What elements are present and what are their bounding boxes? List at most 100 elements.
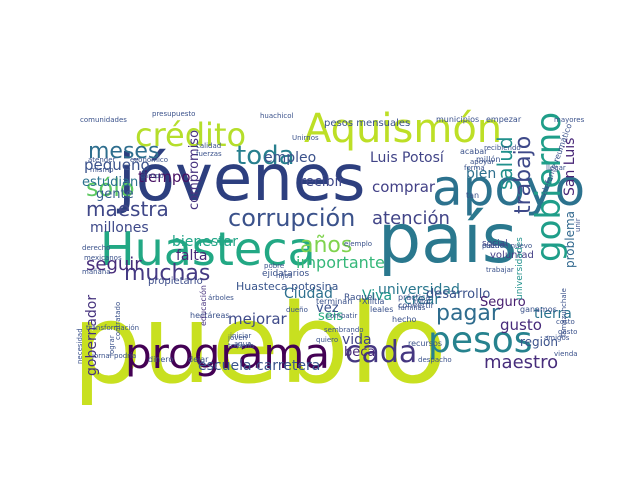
word-pagar: pagar: [436, 301, 501, 326]
word-transformacion: transformación: [86, 324, 139, 332]
word-costo: costo: [556, 318, 575, 326]
word-solo: sólo: [86, 174, 135, 202]
word-unir: unir: [574, 218, 582, 232]
word-maestro: maestro: [484, 352, 558, 373]
word-aquismon: Aquismón: [304, 106, 502, 152]
word-economico: económico: [130, 156, 168, 164]
word-problema: problema: [563, 211, 577, 268]
word-calidad: calidad: [196, 142, 221, 150]
word-recibiendo: recibiendo: [484, 144, 521, 152]
word-pobre: pobre: [264, 262, 284, 270]
word-gasto: gasto: [558, 328, 577, 336]
word-universidad: universidad: [378, 282, 460, 298]
word-compromiso: compromiso: [187, 130, 202, 210]
word-seguro: Seguro: [480, 295, 526, 310]
word-necesidad: necesidad: [76, 328, 84, 364]
word-credito: crédito: [135, 116, 246, 154]
word-atencion: atención: [372, 208, 450, 229]
word-agua: agua: [234, 340, 251, 348]
word-pequeno: pequeño: [84, 156, 150, 174]
word-viva: Viva: [362, 288, 392, 304]
word-tamazunchale: Tamazunchale: [560, 288, 568, 339]
word-seguir: seguir: [86, 254, 142, 275]
word-leales: leales: [370, 305, 393, 314]
word-bien: bien: [466, 166, 496, 182]
word-hijos: hijos: [276, 272, 293, 280]
word-xilitla: Xilitla: [362, 297, 385, 306]
word-san-luis: San Luis: [562, 138, 578, 196]
word-crear: crear: [404, 292, 440, 308]
word-manana: mañana: [82, 268, 111, 276]
word-mismo: mismo: [90, 166, 114, 174]
word-municipios: municipios: [436, 115, 479, 124]
word-ciudad: Ciudad: [284, 286, 333, 302]
word-dejar: dejar: [188, 355, 209, 364]
word-ejidatarios: ejidatarios: [262, 269, 310, 279]
word-campo: campo: [140, 172, 164, 180]
word-tutor: tutor: [414, 298, 431, 306]
word-gusto: gusto: [500, 316, 542, 334]
word-pesos: pesos: [428, 320, 533, 361]
word-educacion: educación: [198, 285, 208, 326]
word-anos: años: [300, 233, 352, 258]
word-millones: millones: [90, 220, 149, 236]
word-seis: seis: [318, 309, 343, 324]
word-todavia: todavía: [228, 342, 254, 350]
word-vida: vida: [342, 332, 372, 348]
word-falta: falta: [176, 248, 207, 264]
word-maestra: maestra: [86, 197, 169, 221]
word-millon: millón: [476, 154, 500, 164]
word-vez: vez: [316, 301, 339, 316]
word-jornal: jornal: [91, 352, 112, 360]
word-mexicanos: mexicanos: [84, 254, 122, 262]
word-mejorar: mejorar: [228, 310, 288, 328]
word-salud: salud: [493, 136, 517, 190]
word-convertir: convertir: [398, 301, 435, 310]
word-gobernador: gobernador: [84, 295, 100, 376]
word-voluntad: voluntad: [490, 250, 534, 261]
word-iniciar: iniciar: [230, 332, 251, 340]
word-toda: toda: [236, 141, 295, 171]
word-huachicol: huachicol: [260, 112, 294, 120]
word-beca: beca: [344, 345, 375, 360]
word-apoyo: apoyo: [432, 159, 585, 217]
word-terminan: terminan: [316, 297, 352, 306]
word-social: social: [482, 239, 508, 249]
word-cuatro: cuatro: [482, 242, 504, 250]
word-podria: podría: [114, 352, 136, 360]
word-fuerzas: fuerzas: [196, 150, 222, 158]
word-arboles: árboles: [208, 294, 234, 302]
word-comprar: comprar: [372, 178, 436, 196]
word-pesos-mensuales: pesos mensuales: [324, 118, 410, 129]
word-presupuesto: presupuesto: [152, 110, 195, 118]
word-ganamos: ganamos: [520, 305, 557, 314]
word-pais: país: [378, 200, 517, 279]
word-region: región: [520, 335, 558, 349]
word-pueden-nuevo: pueden nuevo: [482, 242, 532, 250]
word-despacho: despacho: [418, 356, 452, 364]
word-hecho: hecho: [392, 315, 416, 324]
word-contratado: contratado: [114, 302, 122, 340]
word-trabajar: trabajar: [486, 266, 514, 274]
word-amigos: amigos: [544, 334, 570, 342]
word-apoyar: apoyar: [470, 158, 494, 166]
word-jovenes: jóvenes: [116, 142, 365, 216]
word-luis-potosi: Luis Potosí: [370, 150, 445, 166]
word-estudian: estudian: [82, 175, 138, 190]
word-universidades: universidades: [515, 237, 525, 300]
word-llegar: llegar: [546, 164, 566, 172]
word-empleo: empleo: [264, 150, 316, 166]
word-combatir: combatir: [326, 312, 357, 320]
word-hectareas: hectáreas: [190, 311, 230, 320]
word-desarrollo: desarrollo: [426, 287, 490, 302]
word-recursos: recursos: [408, 339, 442, 348]
word-practica: práctica: [398, 293, 430, 302]
word-cada: cada: [345, 335, 417, 370]
word-raquel: Raquel: [344, 293, 375, 303]
word-acabar: acabar: [460, 147, 488, 156]
word-familias: familias: [398, 304, 426, 312]
word-joven: joven: [227, 334, 247, 342]
word-tiempo: tiempo: [138, 168, 191, 186]
word-unirnos: Unirnos: [292, 134, 319, 142]
